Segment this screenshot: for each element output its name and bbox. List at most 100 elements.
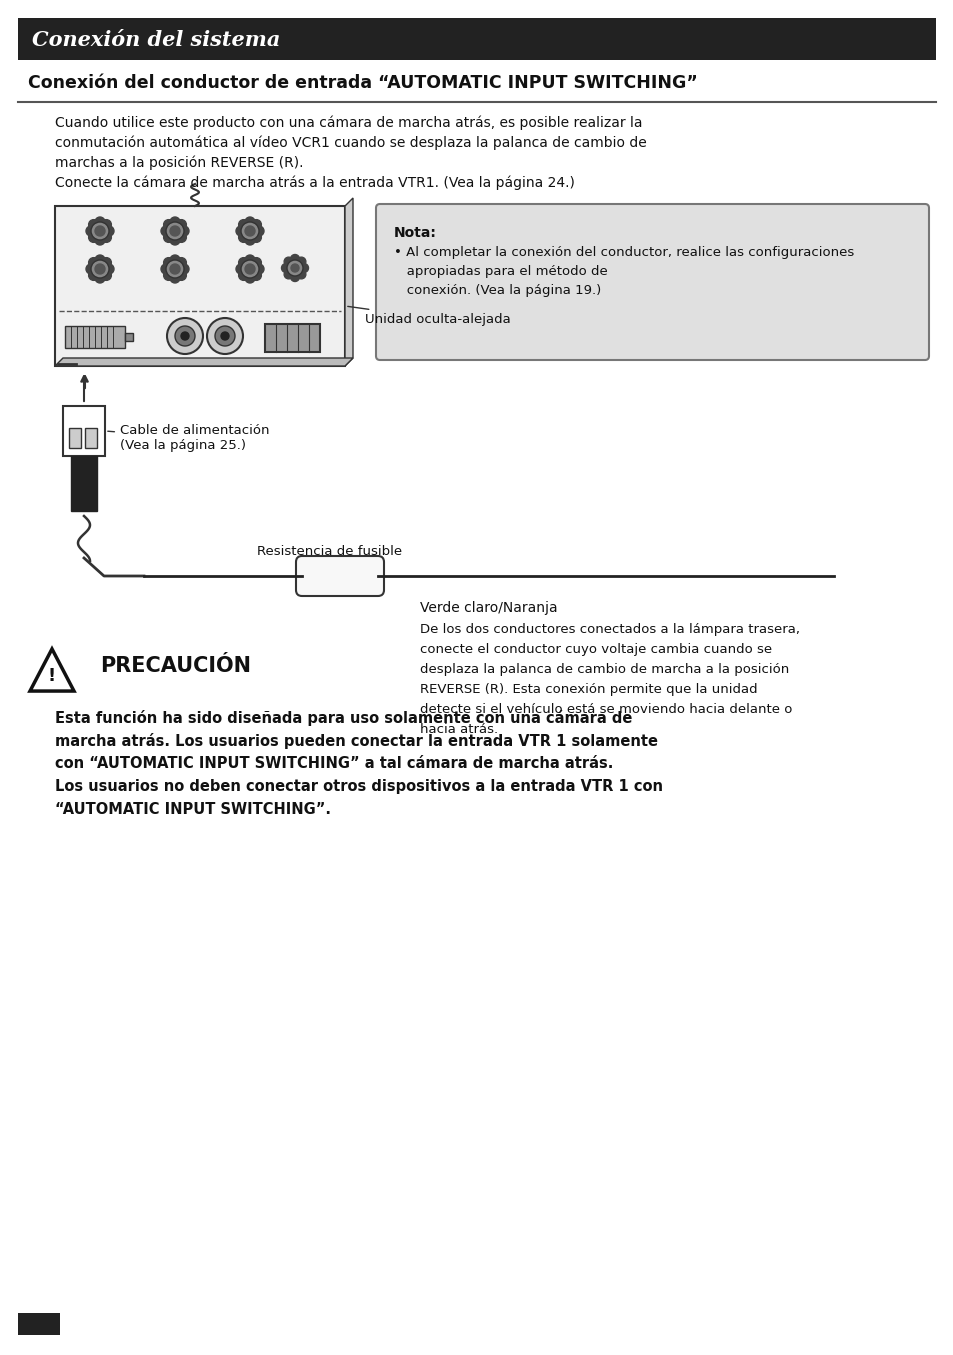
Bar bbox=[18, 1313, 60, 1335]
Circle shape bbox=[181, 332, 189, 340]
Circle shape bbox=[166, 260, 184, 278]
Ellipse shape bbox=[235, 264, 246, 274]
Ellipse shape bbox=[89, 257, 98, 268]
Ellipse shape bbox=[101, 271, 112, 280]
Text: PRECAUCIÓN: PRECAUCIÓN bbox=[100, 656, 251, 676]
Polygon shape bbox=[55, 358, 353, 366]
Ellipse shape bbox=[170, 234, 180, 245]
Circle shape bbox=[174, 327, 194, 346]
Circle shape bbox=[170, 226, 180, 236]
Text: marchas a la posición REVERSE (R).: marchas a la posición REVERSE (R). bbox=[55, 156, 303, 171]
Bar bbox=[85, 428, 97, 449]
Ellipse shape bbox=[170, 217, 180, 228]
Ellipse shape bbox=[164, 271, 173, 280]
Text: Unidad oculta-alejada: Unidad oculta-alejada bbox=[348, 306, 510, 325]
Ellipse shape bbox=[95, 217, 105, 228]
Text: apropiadas para el método de: apropiadas para el método de bbox=[394, 266, 607, 278]
Text: hacia atrás.: hacia atrás. bbox=[419, 724, 497, 736]
Ellipse shape bbox=[253, 264, 264, 274]
Circle shape bbox=[245, 226, 254, 236]
Text: Nota:: Nota: bbox=[394, 226, 436, 240]
Ellipse shape bbox=[235, 226, 246, 236]
Ellipse shape bbox=[86, 226, 96, 236]
Ellipse shape bbox=[179, 226, 189, 236]
Ellipse shape bbox=[245, 272, 254, 283]
Ellipse shape bbox=[238, 257, 249, 268]
Text: detecte si el vehículo está se moviendo hacia delante o: detecte si el vehículo está se moviendo … bbox=[419, 703, 792, 715]
Polygon shape bbox=[30, 649, 74, 691]
Ellipse shape bbox=[89, 271, 98, 280]
Ellipse shape bbox=[170, 272, 180, 283]
Ellipse shape bbox=[238, 271, 249, 280]
Text: Los usuarios no deben conectar otros dispositivos a la entrada VTR 1 con: Los usuarios no deben conectar otros dis… bbox=[55, 779, 662, 794]
Ellipse shape bbox=[238, 232, 249, 243]
Ellipse shape bbox=[95, 255, 105, 266]
Ellipse shape bbox=[296, 257, 306, 266]
Text: con “AUTOMATIC INPUT SWITCHING” a tal cámara de marcha atrás.: con “AUTOMATIC INPUT SWITCHING” a tal cá… bbox=[55, 756, 613, 771]
Ellipse shape bbox=[86, 264, 96, 274]
FancyBboxPatch shape bbox=[295, 556, 384, 596]
Circle shape bbox=[167, 318, 203, 354]
Ellipse shape bbox=[89, 232, 98, 243]
Circle shape bbox=[287, 260, 303, 276]
Bar bbox=[71, 457, 97, 511]
Text: Conexión del sistema: Conexión del sistema bbox=[32, 30, 280, 50]
Ellipse shape bbox=[284, 270, 293, 279]
Circle shape bbox=[166, 222, 184, 240]
Ellipse shape bbox=[101, 232, 112, 243]
Ellipse shape bbox=[245, 217, 254, 228]
Text: conmutación automática al vídeo VCR1 cuando se desplaza la palanca de cambio de: conmutación automática al vídeo VCR1 cua… bbox=[55, 136, 646, 150]
Bar bbox=[65, 327, 125, 348]
Bar bbox=[18, 18, 935, 60]
Ellipse shape bbox=[161, 226, 171, 236]
Bar bbox=[55, 206, 345, 366]
Text: conecte el conductor cuyo voltaje cambia cuando se: conecte el conductor cuyo voltaje cambia… bbox=[419, 644, 771, 656]
Ellipse shape bbox=[170, 255, 180, 266]
Ellipse shape bbox=[291, 255, 299, 263]
Circle shape bbox=[95, 264, 105, 274]
Circle shape bbox=[214, 327, 234, 346]
Polygon shape bbox=[345, 198, 353, 366]
Ellipse shape bbox=[284, 257, 293, 266]
Bar bbox=[265, 324, 319, 352]
FancyBboxPatch shape bbox=[375, 205, 928, 360]
Circle shape bbox=[241, 260, 258, 278]
Text: conexión. (Vea la página 19.): conexión. (Vea la página 19.) bbox=[394, 285, 600, 297]
Ellipse shape bbox=[95, 272, 105, 283]
Text: Conecte la cámara de marcha atrás a la entrada VTR1. (Vea la página 24.): Conecte la cámara de marcha atrás a la e… bbox=[55, 176, 575, 191]
Ellipse shape bbox=[161, 264, 171, 274]
Ellipse shape bbox=[179, 264, 189, 274]
Bar bbox=[63, 406, 105, 457]
Text: Cuando utilice este producto con una cámara de marcha atrás, es posible realizar: Cuando utilice este producto con una cám… bbox=[55, 117, 641, 130]
Text: Cable de alimentación
(Vea la página 25.): Cable de alimentación (Vea la página 25.… bbox=[108, 424, 269, 453]
Ellipse shape bbox=[251, 232, 261, 243]
Ellipse shape bbox=[251, 271, 261, 280]
Text: marcha atrás. Los usuarios pueden conectar la entrada VTR 1 solamente: marcha atrás. Los usuarios pueden conect… bbox=[55, 733, 658, 749]
Ellipse shape bbox=[296, 270, 306, 279]
Ellipse shape bbox=[281, 263, 291, 272]
Text: • Al completar la conexión del conductor, realice las configuraciones: • Al completar la conexión del conductor… bbox=[394, 247, 853, 259]
Ellipse shape bbox=[176, 220, 186, 229]
Ellipse shape bbox=[291, 272, 299, 282]
Ellipse shape bbox=[245, 255, 254, 266]
Text: 29: 29 bbox=[30, 1339, 49, 1354]
Ellipse shape bbox=[176, 257, 186, 268]
Circle shape bbox=[245, 264, 254, 274]
Circle shape bbox=[91, 222, 109, 240]
Ellipse shape bbox=[104, 226, 113, 236]
Ellipse shape bbox=[95, 234, 105, 245]
Circle shape bbox=[291, 264, 298, 272]
Ellipse shape bbox=[251, 220, 261, 229]
Circle shape bbox=[170, 264, 180, 274]
Ellipse shape bbox=[251, 257, 261, 268]
Ellipse shape bbox=[299, 263, 308, 272]
Text: REVERSE (R). Esta conexión permite que la unidad: REVERSE (R). Esta conexión permite que l… bbox=[419, 683, 757, 696]
Ellipse shape bbox=[245, 234, 254, 245]
Circle shape bbox=[95, 226, 105, 236]
Circle shape bbox=[91, 260, 109, 278]
Ellipse shape bbox=[164, 220, 173, 229]
Text: !: ! bbox=[48, 667, 56, 686]
Ellipse shape bbox=[238, 220, 249, 229]
Ellipse shape bbox=[176, 271, 186, 280]
Text: Esta función ha sido diseñada para uso solamente con una cámara de: Esta función ha sido diseñada para uso s… bbox=[55, 710, 632, 726]
